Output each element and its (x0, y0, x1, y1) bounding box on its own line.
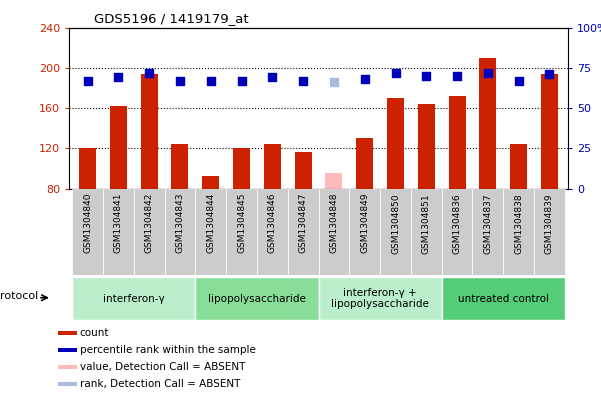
Text: interferon-γ: interferon-γ (103, 294, 165, 304)
Point (514, 77, 523, 84)
Point (483, 70, 493, 76)
Bar (58, 365, 76, 369)
Bar (541, 74, 558, 189)
Bar (448, 96, 466, 189)
Text: GSM1304840: GSM1304840 (83, 193, 92, 253)
Text: rank, Detection Call = ABSENT: rank, Detection Call = ABSENT (80, 379, 240, 389)
Point (114, 74, 123, 81)
Text: GSM1304850: GSM1304850 (391, 193, 400, 253)
Point (329, 79, 339, 85)
Bar (72, 277, 195, 320)
Text: percentile rank within the sample: percentile rank within the sample (80, 345, 255, 355)
Text: value, Detection Call = ABSENT: value, Detection Call = ABSENT (80, 362, 245, 372)
Point (206, 77, 216, 84)
Bar (442, 277, 565, 320)
Bar (349, 189, 380, 275)
Point (391, 70, 400, 76)
Text: GSM1304845: GSM1304845 (237, 193, 246, 253)
Text: GSM1304838: GSM1304838 (514, 193, 523, 253)
Bar (288, 189, 319, 275)
Bar (387, 98, 404, 189)
Point (83, 77, 93, 84)
Point (298, 77, 308, 84)
Bar (103, 189, 134, 275)
Text: GSM1304846: GSM1304846 (268, 193, 277, 253)
Bar (171, 144, 189, 189)
Text: GSM1304851: GSM1304851 (422, 193, 431, 253)
Bar (472, 189, 503, 275)
Text: GSM1304847: GSM1304847 (299, 193, 308, 253)
Bar (110, 106, 127, 189)
Bar (195, 277, 319, 320)
Bar (264, 144, 281, 189)
Bar (294, 152, 311, 189)
Bar (134, 189, 165, 275)
Text: count: count (80, 328, 109, 338)
Bar (195, 189, 226, 275)
Text: GSM1304842: GSM1304842 (145, 193, 154, 253)
Bar (356, 138, 373, 189)
Bar (233, 148, 250, 189)
Point (175, 77, 185, 84)
Text: GSM1304849: GSM1304849 (360, 193, 369, 253)
Text: protocol: protocol (0, 291, 38, 301)
Text: GSM1304844: GSM1304844 (206, 193, 215, 253)
Text: interferon-γ +
lipopolysaccharide: interferon-γ + lipopolysaccharide (331, 288, 429, 309)
Bar (442, 189, 472, 275)
Bar (257, 189, 288, 275)
Bar (326, 173, 343, 189)
Bar (319, 189, 349, 275)
Bar (380, 189, 411, 275)
Point (360, 76, 370, 82)
Bar (411, 189, 442, 275)
Point (267, 74, 277, 81)
Bar (319, 277, 442, 320)
Text: GSM1304836: GSM1304836 (453, 193, 462, 253)
Bar (58, 331, 76, 335)
Bar (480, 58, 496, 189)
Bar (503, 189, 534, 275)
Point (545, 71, 554, 77)
Bar (165, 189, 195, 275)
Bar (58, 348, 76, 352)
Text: untreated control: untreated control (458, 294, 549, 304)
Text: GSM1304843: GSM1304843 (175, 193, 185, 253)
Bar (418, 104, 435, 189)
Text: GSM1304837: GSM1304837 (483, 193, 492, 253)
Bar (72, 189, 103, 275)
Text: GSM1304848: GSM1304848 (329, 193, 338, 253)
Point (453, 73, 462, 79)
Bar (58, 382, 76, 386)
Point (144, 70, 154, 76)
Bar (79, 148, 96, 189)
Text: GDS5196 / 1419179_at: GDS5196 / 1419179_at (94, 12, 249, 25)
Point (237, 77, 246, 84)
Bar (203, 176, 219, 189)
Bar (510, 144, 527, 189)
Bar (534, 189, 565, 275)
Bar (141, 74, 157, 189)
Bar (226, 189, 257, 275)
Text: GSM1304839: GSM1304839 (545, 193, 554, 253)
Text: lipopolysaccharide: lipopolysaccharide (208, 294, 306, 304)
Point (421, 73, 431, 79)
Text: GSM1304841: GSM1304841 (114, 193, 123, 253)
